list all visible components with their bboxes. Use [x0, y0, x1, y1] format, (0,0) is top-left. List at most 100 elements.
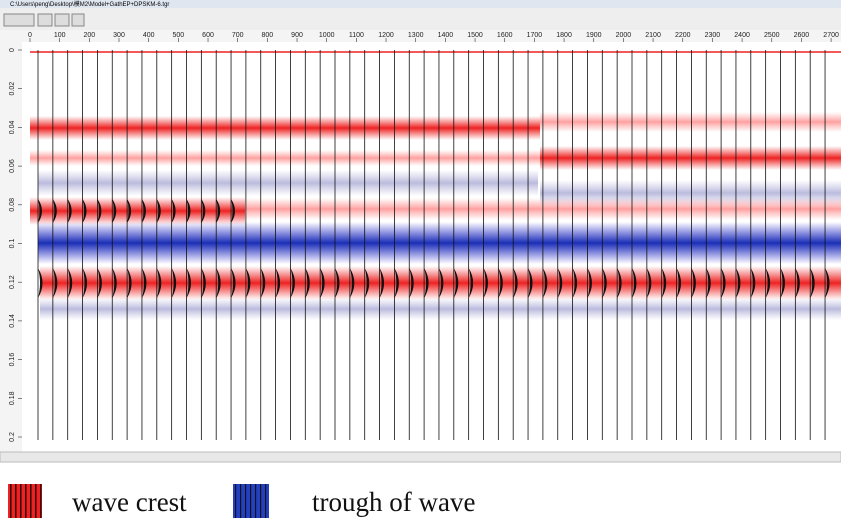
wavelet: [335, 268, 340, 298]
wavelet: [201, 268, 206, 298]
crest-band: [30, 150, 540, 166]
wavelet: [38, 268, 43, 298]
wavelet: [127, 199, 132, 223]
wavelet: [141, 199, 146, 223]
y-ruler-label: 0.1: [9, 239, 16, 249]
y-ruler-label: 0.12: [9, 275, 16, 289]
x-ruler-label: 800: [262, 32, 274, 39]
x-ruler-label: 1600: [497, 32, 513, 39]
x-ruler-label: 700: [232, 32, 244, 39]
wavelet: [438, 268, 444, 298]
wavelet: [542, 268, 548, 298]
toolbar-button[interactable]: [3, 13, 35, 27]
wavelet: [661, 268, 667, 298]
wavelet: [810, 268, 815, 298]
wavelet: [156, 199, 161, 223]
wavelet: [706, 268, 711, 298]
wavelet: [320, 268, 325, 298]
legend-label: trough of wave: [312, 487, 475, 517]
wavelet: [468, 268, 474, 298]
scrollbar[interactable]: [0, 451, 841, 463]
wavelet: [676, 268, 682, 298]
x-ruler-label: 1000: [319, 32, 335, 39]
y-ruler: [0, 42, 22, 452]
x-ruler-label: 100: [54, 32, 66, 39]
x-ruler-label: 300: [113, 32, 125, 39]
x-ruler-label: 2200: [675, 32, 691, 39]
wavelet: [52, 199, 57, 223]
x-ruler-label: 2600: [794, 32, 810, 39]
wavelet: [379, 268, 385, 298]
wavelet: [305, 268, 310, 298]
x-ruler-label: 1700: [527, 32, 543, 39]
wavelet: [735, 268, 741, 298]
crest-band: [30, 116, 540, 140]
wavelet: [572, 268, 578, 298]
wavelet: [186, 268, 191, 298]
x-ruler-label: 2700: [823, 32, 839, 39]
wavelet: [38, 199, 42, 223]
crest-swatch: [8, 484, 42, 518]
wavelet: [245, 268, 251, 298]
wavelet: [231, 268, 236, 298]
wavelet: [424, 268, 429, 298]
trough-band: [38, 170, 538, 196]
crest-band: [540, 112, 841, 132]
y-ruler-label: 0.14: [9, 314, 16, 328]
trough-band: [40, 298, 841, 320]
wavelet: [82, 268, 88, 298]
trough-swatch: [233, 484, 269, 518]
wavelet: [231, 199, 236, 223]
legend-label: wave crest: [72, 487, 187, 517]
wavelet: [349, 268, 355, 298]
wavelet: [112, 199, 117, 223]
wavelet: [691, 268, 696, 298]
crest-band: [30, 197, 245, 225]
x-ruler-label: 1200: [378, 32, 394, 39]
x-ruler-label: 900: [291, 32, 303, 39]
wavelet: [795, 268, 800, 298]
window-title: C:\Users\peng\Desktop\模M2\Model+GathEP+D…: [10, 0, 169, 8]
wavelet: [721, 268, 726, 298]
y-ruler-label: 0.04: [9, 120, 16, 134]
wavelet: [364, 268, 370, 298]
crest-band: [540, 146, 841, 170]
wavelet: [646, 268, 652, 298]
ruler-labels: 0 100 200 300 400 500 600 700 800 900 1000 1100 1200…: [9, 32, 839, 442]
wavelet: [67, 199, 72, 223]
x-ruler-label: 2100: [645, 32, 661, 39]
wavelet: [112, 268, 117, 298]
wavelet: [750, 268, 756, 298]
wavelet: [260, 268, 266, 298]
wavelet: [171, 268, 177, 298]
x-ruler-label: 600: [202, 32, 214, 39]
wavelet: [557, 268, 563, 298]
traces: [37, 50, 830, 440]
x-ruler-label: 1900: [586, 32, 602, 39]
wavelet: [483, 268, 488, 298]
wavelet: [201, 199, 206, 223]
x-ruler-label: 200: [83, 32, 95, 39]
title-bar: [0, 0, 841, 8]
wavelet: [52, 268, 58, 298]
wavelet: [528, 268, 533, 298]
wavelet: [825, 268, 830, 298]
toolbar-button[interactable]: [54, 13, 70, 27]
wavelet: [141, 268, 147, 298]
toolbar-button[interactable]: [71, 13, 85, 27]
wavelet: [617, 268, 622, 298]
y-ruler-label: 0.2: [9, 432, 16, 442]
wavelet: [171, 199, 176, 223]
y-ruler-label: 0.02: [9, 82, 16, 96]
x-ruler-label: 1100: [349, 32, 364, 39]
wavelet: [82, 199, 87, 223]
x-ruler-label: 1400: [438, 32, 454, 39]
trough-band: [38, 222, 841, 264]
wavelet: [290, 268, 295, 298]
wavelet: [513, 268, 518, 298]
toolbar-button[interactable]: [37, 13, 53, 27]
seismic-section: [30, 51, 841, 320]
